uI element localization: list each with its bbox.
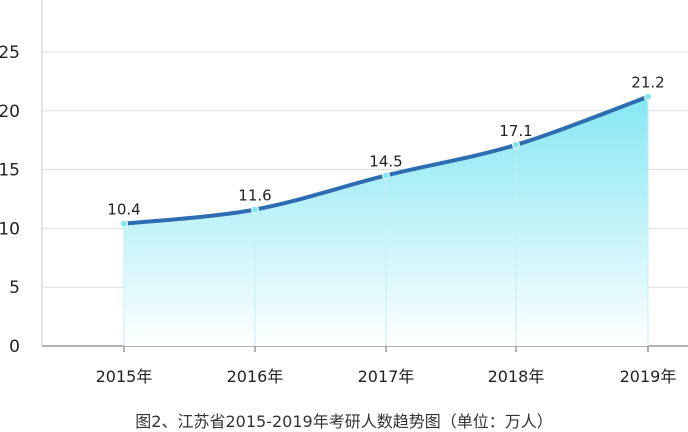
y-tick-label: 5 — [9, 278, 20, 298]
data-label: 11.6 — [238, 187, 271, 205]
data-point — [644, 92, 652, 101]
x-tick-label: 2019年 — [620, 367, 677, 386]
data-labels: 10.4 11.6 14.5 17.1 21.2 — [107, 74, 664, 219]
data-markers — [120, 92, 652, 346]
x-tick-label: 2017年 — [358, 367, 415, 386]
chart-caption: 图2、江苏省2015-2019年考研人数趋势图（单位：万人） — [135, 412, 553, 431]
x-tick-label: 2016年 — [227, 367, 284, 386]
x-tick-label: 2015年 — [96, 367, 153, 386]
data-point — [512, 140, 520, 149]
x-axis-ticks: 2015年 2016年 2017年 2018年 2019年 — [96, 346, 677, 386]
data-point — [382, 171, 390, 180]
y-tick-label: 20 — [0, 102, 20, 122]
y-tick-label: 25 — [0, 43, 20, 63]
y-tick-label: 15 — [0, 161, 20, 181]
data-label: 21.2 — [631, 74, 664, 92]
x-tick-label: 2018年 — [488, 367, 545, 386]
data-point — [251, 205, 259, 214]
data-point — [120, 219, 128, 228]
data-label: 14.5 — [369, 152, 402, 170]
y-tick-label: 0 — [9, 337, 20, 357]
data-label: 10.4 — [107, 201, 140, 219]
data-label: 17.1 — [499, 122, 532, 140]
y-axis-ticks: 0 5 10 15 20 25 — [0, 43, 20, 357]
y-tick-label: 10 — [0, 219, 20, 239]
